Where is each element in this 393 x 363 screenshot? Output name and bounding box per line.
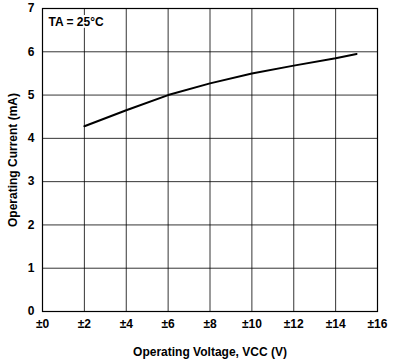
svg-text:±14: ±14 <box>326 317 346 331</box>
svg-text:±10: ±10 <box>242 317 262 331</box>
svg-text:6: 6 <box>28 45 35 59</box>
svg-text:±2: ±2 <box>78 317 92 331</box>
svg-text:Operating Voltage, VCC (V): Operating Voltage, VCC (V) <box>133 345 287 359</box>
svg-text:±4: ±4 <box>120 317 134 331</box>
svg-text:±8: ±8 <box>203 317 217 331</box>
svg-text:±12: ±12 <box>284 317 304 331</box>
svg-text:7: 7 <box>28 1 35 15</box>
svg-text:3: 3 <box>28 174 35 188</box>
svg-text:TA = 25°C: TA = 25°C <box>49 15 104 29</box>
svg-text:0: 0 <box>28 304 35 318</box>
svg-text:Operating Current (mA): Operating Current (mA) <box>6 93 20 227</box>
svg-text:5: 5 <box>28 88 35 102</box>
svg-text:±16: ±16 <box>368 317 388 331</box>
svg-text:±6: ±6 <box>161 317 175 331</box>
svg-text:±0: ±0 <box>36 317 50 331</box>
svg-text:1: 1 <box>28 261 35 275</box>
svg-text:2: 2 <box>28 218 35 232</box>
svg-text:4: 4 <box>28 131 35 145</box>
